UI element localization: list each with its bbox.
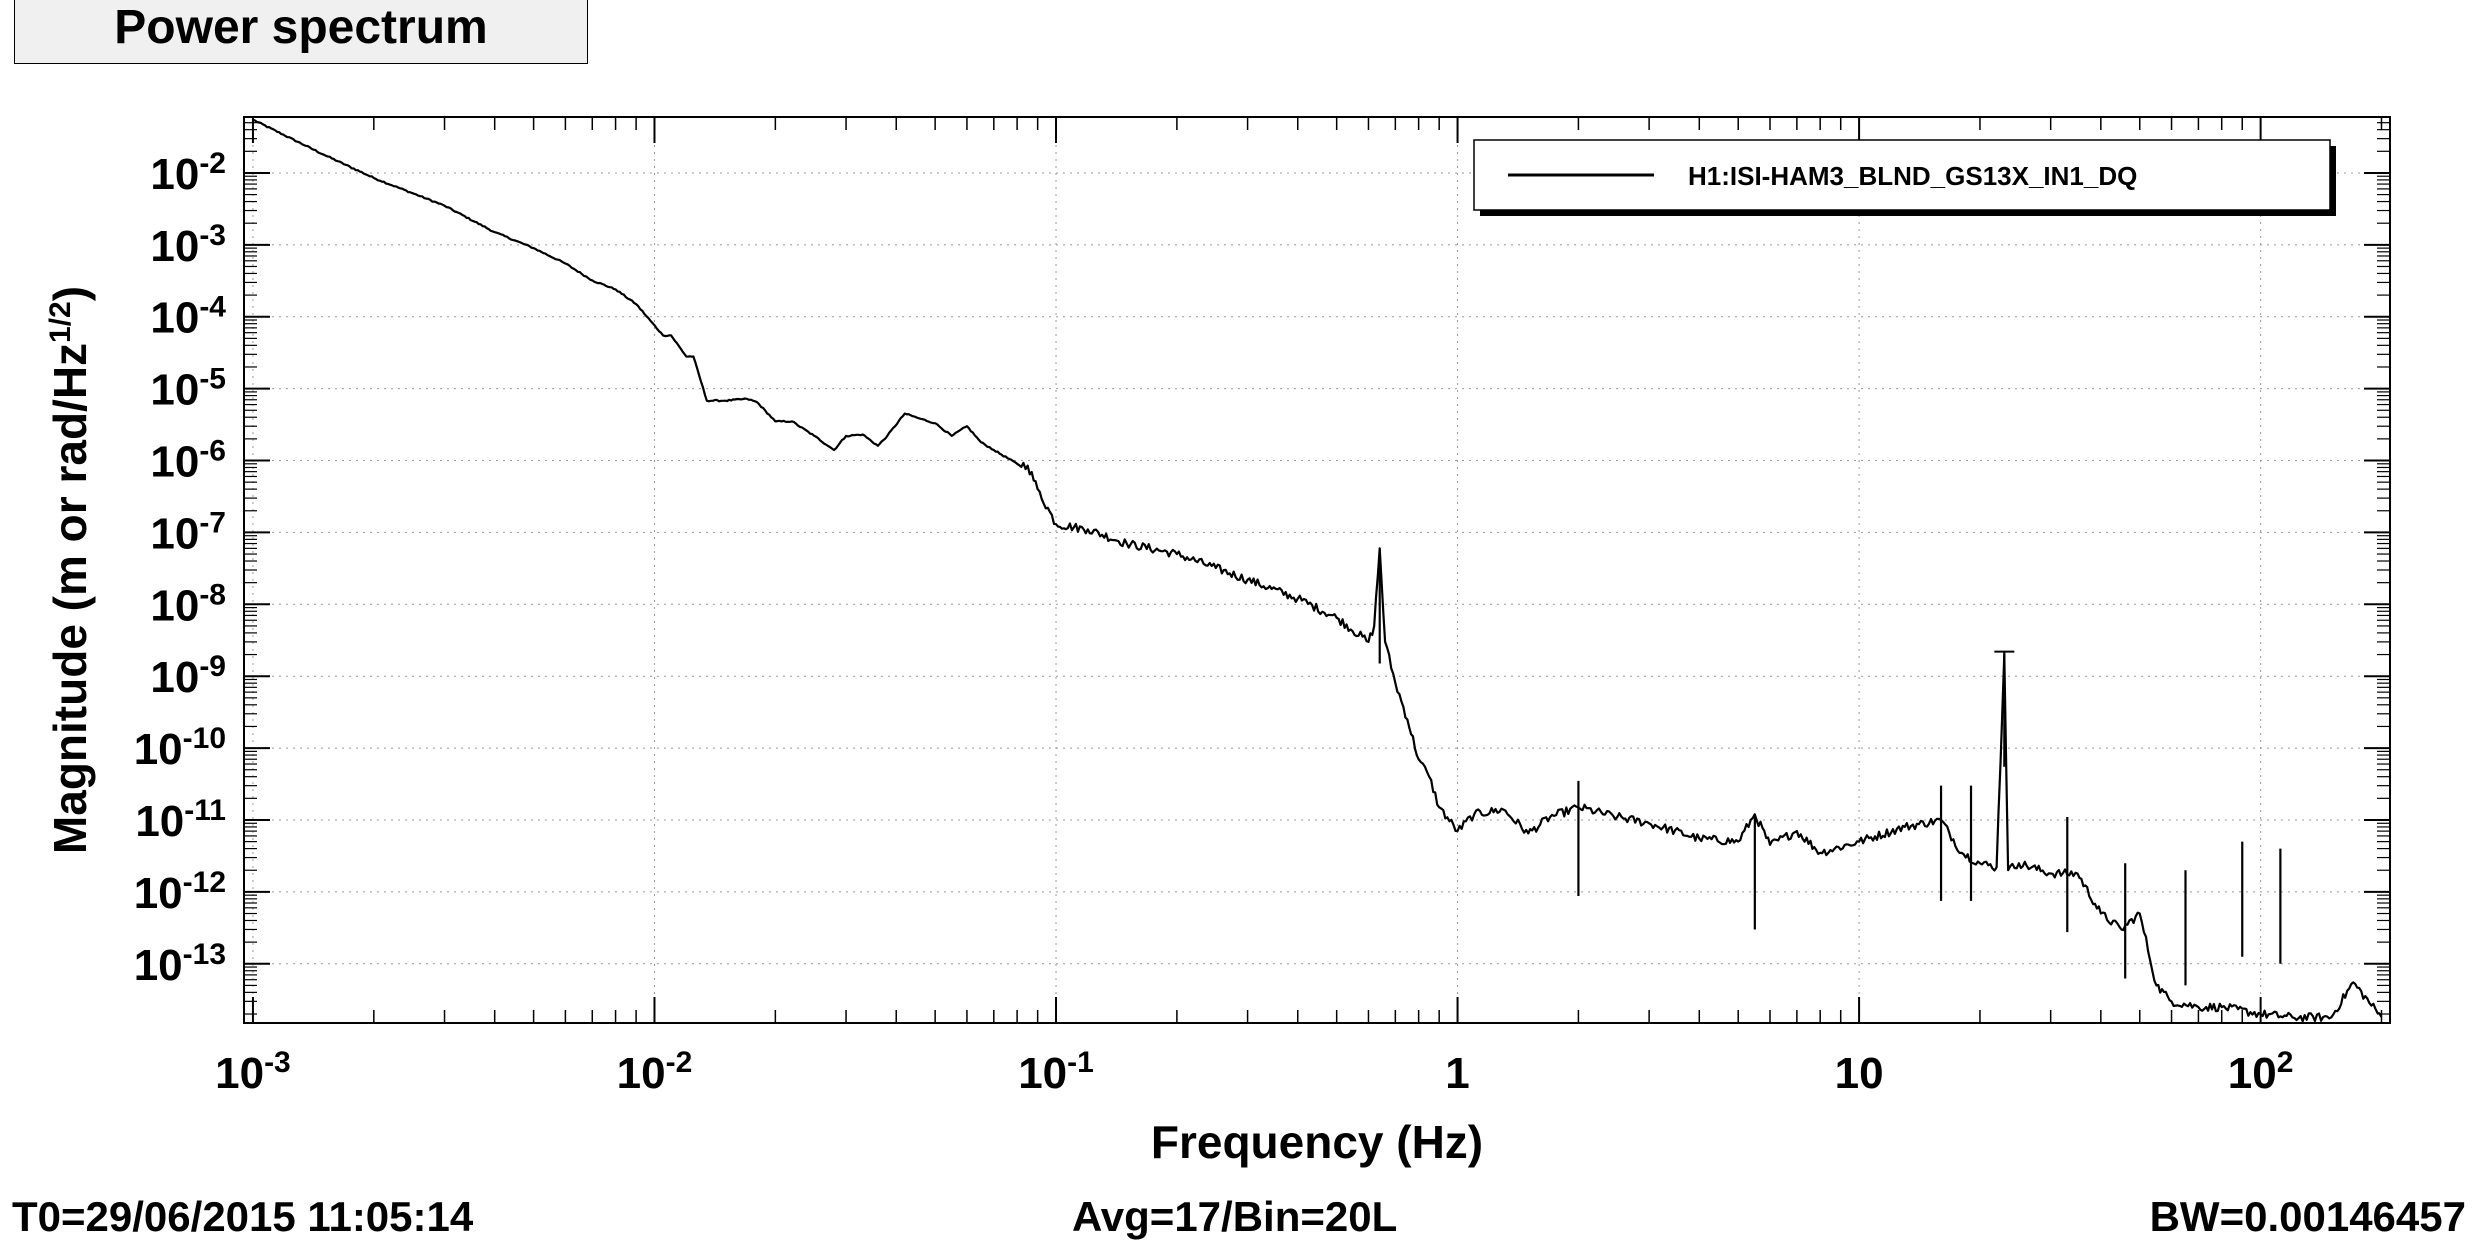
series-line	[252, 118, 2383, 1023]
minor-tick-layer	[244, 116, 2390, 1023]
y-tick-label: 10-8	[150, 578, 226, 631]
y-tick-label: 10-2	[150, 146, 226, 199]
y-tick-label: 10-10	[134, 722, 226, 775]
y-axis-label-sup: 1/2	[44, 301, 77, 343]
footer-averages: Avg=17/Bin=20L	[1072, 1193, 1398, 1240]
plot-frame	[243, 116, 2391, 1024]
y-tick-label: 10-13	[134, 937, 226, 990]
legend-series-name: H1:ISI-HAM3_BLND_GS13X_IN1_DQ	[1688, 161, 2137, 191]
chart-title: Power spectrum	[114, 1, 488, 54]
x-tick-label: 10-2	[617, 1046, 693, 1099]
y-axis-label: Magnitude (m or rad/Hz1/2)	[44, 286, 97, 854]
grid-layer	[244, 117, 2390, 1023]
y-tick-label: 10-5	[150, 362, 226, 415]
legend: H1:ISI-HAM3_BLND_GS13X_IN1_DQ	[1473, 139, 2336, 216]
series-layer	[252, 118, 2383, 1023]
y-axis-label-close: )	[44, 286, 96, 301]
footer-bandwidth: BW=0.00146457	[2149, 1193, 2466, 1240]
y-axis-label-main: Magnitude (m or rad/Hz	[44, 343, 96, 854]
y-tick-label: 10-11	[135, 793, 226, 846]
y-tick-label: 10-7	[150, 506, 226, 559]
y-tick-label: 10-3	[150, 218, 226, 271]
x-tick-label: 10	[1835, 1049, 1884, 1098]
x-tick-label: 10-3	[215, 1046, 291, 1099]
title-box: Power spectrum	[14, 0, 588, 64]
y-tick-label: 10-4	[150, 290, 226, 343]
y-tick-label: 10-9	[150, 650, 226, 703]
footer-start-time: T0=29/06/2015 11:05:14	[12, 1193, 474, 1240]
x-axis-label: Frequency (Hz)	[1151, 1116, 1483, 1168]
x-tick-label: 1	[1445, 1049, 1469, 1098]
y-tick-label: 10-6	[150, 434, 226, 487]
x-tick-label: 10-1	[1018, 1046, 1094, 1099]
y-tick-label: 10-12	[134, 865, 226, 918]
tick-label-layer: 10-3 10-2 10-1 1 10 10210-210-310-410-510-610…	[134, 146, 2294, 1098]
x-tick-label: 102	[2228, 1046, 2294, 1099]
